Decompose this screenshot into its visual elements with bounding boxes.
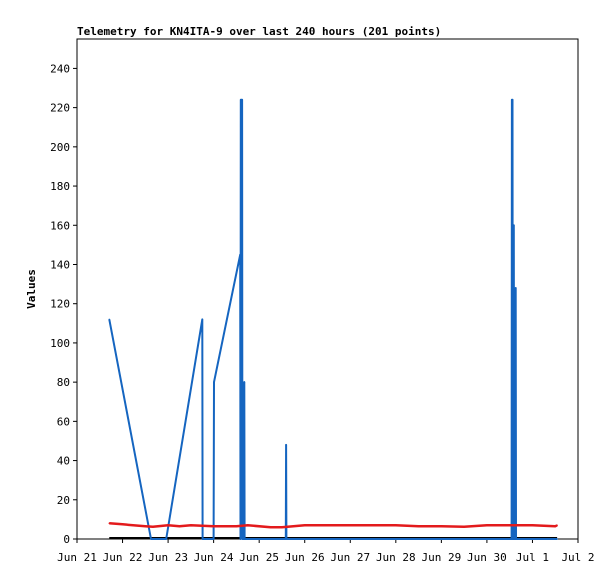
series-line-1 <box>108 98 558 540</box>
series-1-point <box>212 538 215 540</box>
series-1-point <box>241 538 244 540</box>
y-tick-label: 80 <box>57 376 70 389</box>
series-1-point <box>108 318 111 321</box>
series-2-point <box>190 524 192 527</box>
series-2-point <box>556 524 558 527</box>
series-1-point <box>165 538 167 540</box>
series-2-point <box>212 525 215 528</box>
series-2-point <box>144 525 147 528</box>
series-2-point <box>247 524 249 527</box>
x-tick-label: Jun 21 <box>57 551 97 564</box>
series-2-point <box>554 525 556 528</box>
y-tick-label: 220 <box>50 102 70 115</box>
series-2-point <box>531 524 534 527</box>
x-tick-label: Jun 24 <box>194 551 234 564</box>
series-2-point <box>417 525 420 528</box>
x-axis-ticks: Jun 21 Jun 22 Jun 23 Jun 24 Jun 25 Jun 26 Jun … <box>57 539 595 564</box>
series-1-point <box>285 444 287 446</box>
series-1-point <box>514 287 517 289</box>
x-tick-label: Jun 29 <box>421 551 461 564</box>
y-tick-label: 200 <box>50 141 70 154</box>
y-tick-label: 240 <box>50 62 70 75</box>
y-tick-label: 120 <box>50 298 70 311</box>
series-1-point <box>513 538 515 540</box>
series-1-point <box>240 99 242 101</box>
series-2-point <box>235 525 238 528</box>
x-tick-label: Jul 1 <box>516 551 549 564</box>
y-axis-label: Values <box>25 269 38 309</box>
series-2-point <box>167 524 169 527</box>
series-2-point <box>269 526 272 528</box>
y-tick-label: 180 <box>50 180 70 193</box>
series-1-point <box>239 253 241 256</box>
plot-area-border <box>76 38 579 540</box>
x-tick-label: Jun 22 <box>103 551 143 564</box>
series-2-point <box>486 524 488 527</box>
series-1-point <box>213 381 215 383</box>
y-axis-ticks: 0 20 40 60 80 100 120 140 160 180 200 220 240 <box>50 62 77 546</box>
series-layer <box>108 98 558 540</box>
series-1-point <box>201 538 204 540</box>
series-2-point <box>349 524 352 527</box>
x-tick-label: Jun 23 <box>148 551 188 564</box>
series-2-point <box>178 525 181 528</box>
y-tick-label: 100 <box>50 337 70 350</box>
y-tick-label: 60 <box>57 415 70 428</box>
series-2-point <box>121 523 124 526</box>
series-2-point <box>508 524 511 527</box>
series-line-2 <box>109 522 558 529</box>
series-1-point <box>285 538 288 540</box>
series-2-point <box>463 526 465 528</box>
y-tick-label: 140 <box>50 258 70 271</box>
series-2-point <box>303 524 306 527</box>
chart-title: Telemetry for KN4ITA-9 over last 240 hou… <box>77 25 441 38</box>
series-1-point <box>511 99 514 101</box>
series-2-point <box>281 526 283 528</box>
x-tick-label: Jun 25 <box>239 551 279 564</box>
x-tick-label: Jun 27 <box>330 551 370 564</box>
series-1-point <box>243 381 246 383</box>
series-2-point <box>440 525 443 528</box>
y-tick-label: 20 <box>57 494 70 507</box>
series-1-point <box>201 318 204 321</box>
y-tick-label: 40 <box>57 455 70 468</box>
x-tick-label: Jun 28 <box>376 551 416 564</box>
series-1-point <box>556 538 558 540</box>
series-1-point <box>510 538 513 540</box>
y-tick-label: 160 <box>50 219 70 232</box>
series-1-point <box>515 538 517 540</box>
y-tick-label: 0 <box>63 533 70 546</box>
series-2-point <box>395 524 397 527</box>
series-2-point <box>152 526 154 528</box>
series-1-point <box>239 538 242 540</box>
x-tick-label: Jun 30 <box>467 551 507 564</box>
series-1-point <box>513 224 515 227</box>
x-tick-label: Jun 26 <box>285 551 325 564</box>
series-1-point <box>241 99 243 101</box>
series-1-point <box>243 538 246 540</box>
series-1-point <box>150 538 152 540</box>
series-2-point <box>108 522 111 525</box>
x-tick-label: Jul 2 <box>561 551 594 564</box>
